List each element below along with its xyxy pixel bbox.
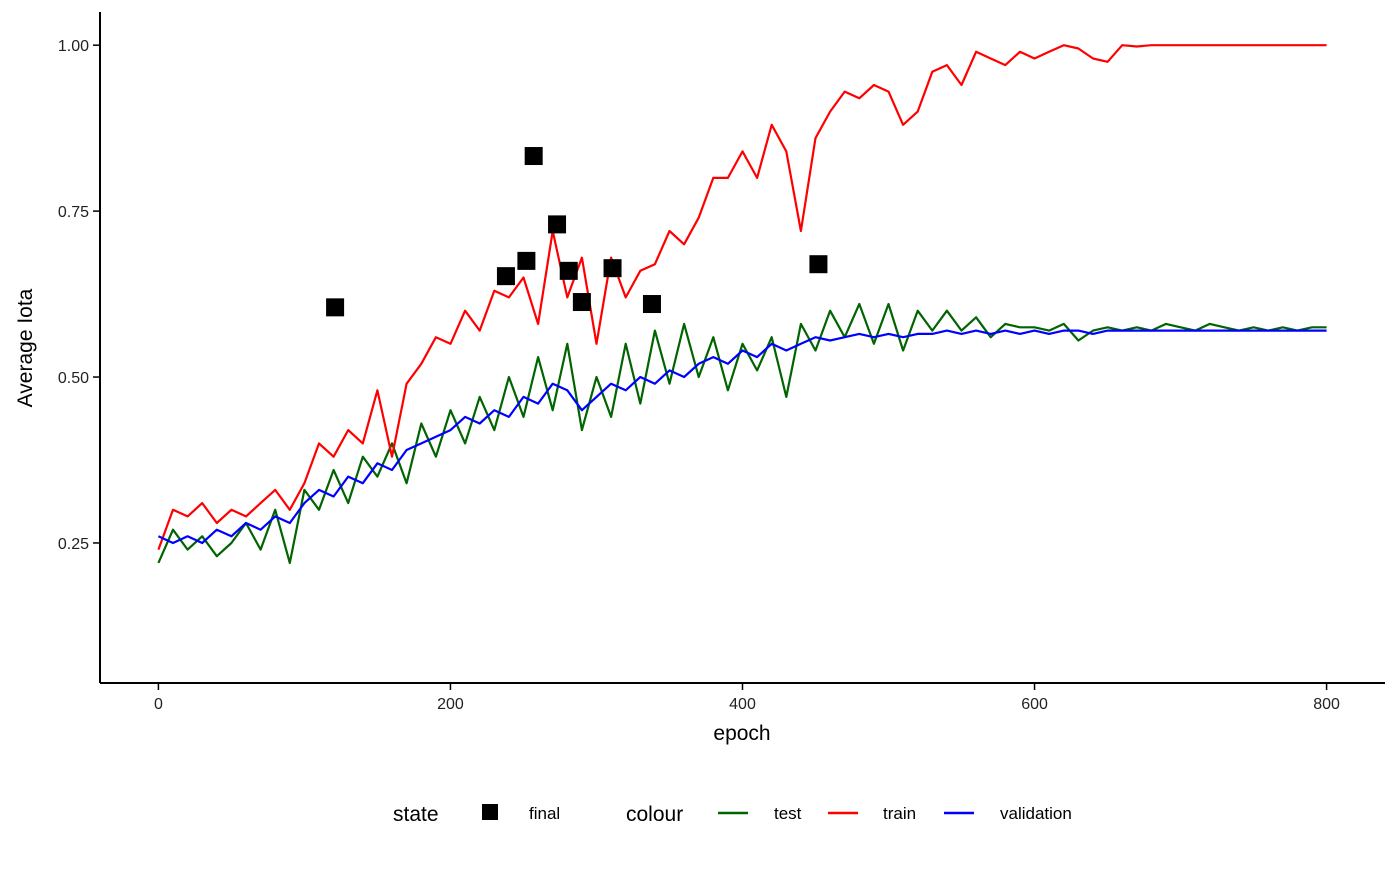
x-tick-label: 600 (1021, 696, 1048, 713)
y-tick-label: 0.25 (58, 536, 89, 553)
final-point (809, 255, 828, 274)
x-tick-label: 0 (154, 696, 163, 713)
legend-final-label: final (529, 804, 560, 823)
legend-test-label: test (774, 804, 802, 823)
final-point (524, 147, 543, 166)
series-line-train (157, 44, 1327, 550)
legend-validation-label: validation (1000, 804, 1072, 823)
y-ticks: 0.25 0.50 0.75 1.00 (58, 38, 100, 553)
final-points (326, 147, 828, 317)
final-point (572, 293, 591, 312)
series-lines (157, 44, 1327, 564)
final-point (559, 261, 578, 280)
final-point (548, 215, 567, 234)
legend-colour-title: colour (626, 803, 683, 826)
x-tick-label: 400 (729, 696, 756, 713)
x-ticks: 0 200 400 600 800 (154, 683, 1340, 713)
y-tick-label: 1.00 (58, 38, 89, 55)
y-tick-label: 0.50 (58, 370, 89, 387)
final-point (603, 259, 622, 278)
final-point (326, 298, 345, 317)
x-tick-label: 200 (437, 696, 464, 713)
legend-state-title: state (393, 803, 439, 826)
series-line-test (157, 302, 1327, 564)
final-point (496, 267, 515, 286)
y-axis-label: Average Iota (14, 288, 37, 407)
x-tick-label: 800 (1313, 696, 1340, 713)
final-point (517, 251, 536, 270)
legend-final-key (482, 804, 498, 820)
x-axis-label: epoch (713, 722, 770, 745)
legend-train-label: train (883, 804, 916, 823)
final-point (642, 295, 661, 314)
y-tick-label: 0.75 (58, 204, 89, 221)
series-line-validation (157, 329, 1327, 545)
legend: state final colour test train validation (393, 803, 1072, 826)
